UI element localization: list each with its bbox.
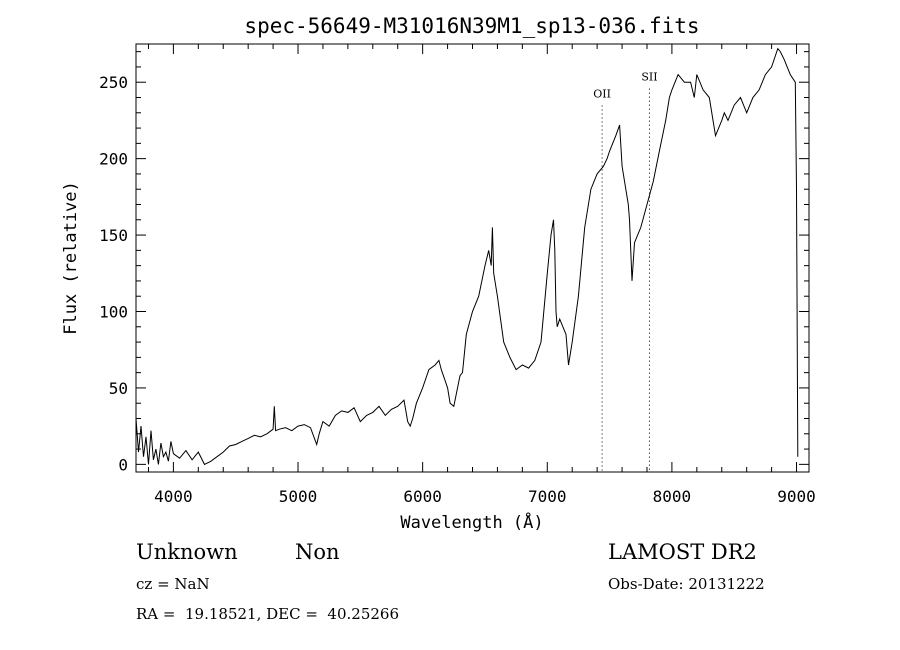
info-survey: LAMOST DR2 bbox=[608, 540, 757, 564]
x-tick-label: 8000 bbox=[653, 487, 692, 506]
y-tick-label: 50 bbox=[109, 379, 128, 398]
y-tick-label: 200 bbox=[99, 150, 128, 169]
x-axis-label: Wavelength (Å) bbox=[400, 511, 543, 533]
info-subclass: Non bbox=[295, 540, 340, 564]
y-tick-label: 150 bbox=[99, 226, 128, 245]
y-tick-label: 100 bbox=[99, 303, 128, 322]
plot-frame bbox=[136, 44, 809, 472]
info-object-class: Unknown bbox=[136, 540, 238, 564]
chart-title: spec-56649-M31016N39M1_sp13-036.fits bbox=[244, 14, 699, 38]
y-axis-label: Flux (relative) bbox=[61, 181, 81, 335]
annotation-label: OII bbox=[593, 88, 611, 101]
x-tick-label: 9000 bbox=[777, 487, 816, 506]
y-tick-label: 0 bbox=[118, 455, 128, 474]
x-tick-label: 4000 bbox=[154, 487, 193, 506]
x-tick-label: 5000 bbox=[279, 487, 318, 506]
info-obs-date: Obs-Date: 20131222 bbox=[608, 575, 765, 593]
x-tick-label: 7000 bbox=[528, 487, 567, 506]
y-tick-label: 250 bbox=[99, 73, 128, 92]
x-tick-label: 6000 bbox=[403, 487, 442, 506]
spectrum-plot: spec-56649-M31016N39M1_sp13-036.fits 400… bbox=[0, 0, 900, 650]
annotation-label: SII bbox=[641, 71, 657, 84]
info-redshift: cz = NaN bbox=[136, 575, 210, 593]
spectrum-line bbox=[136, 49, 798, 465]
info-coordinates: RA = 19.18521, DEC = 40.25266 bbox=[136, 605, 399, 623]
axis-ticks: 4000 5000 6000 7000 8000 9000 0 50 100 150 200 250 bbox=[99, 44, 816, 506]
line-annotations: OII SII bbox=[593, 71, 657, 472]
